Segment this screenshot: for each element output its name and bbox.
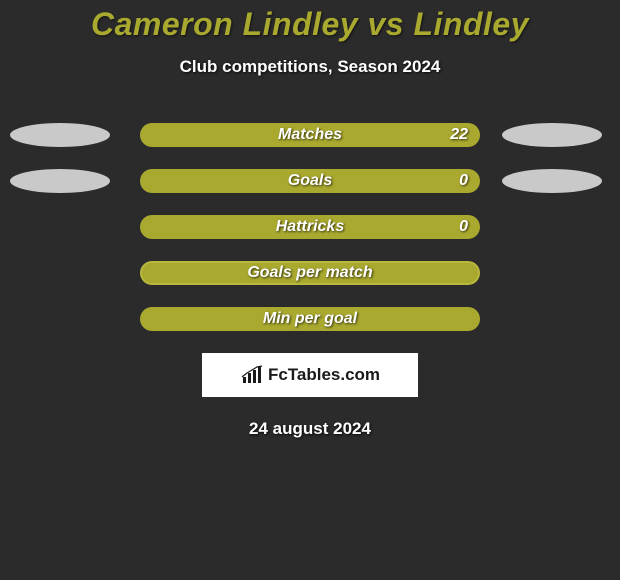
page-title: Cameron Lindley vs Lindley <box>91 6 529 43</box>
logo-box[interactable]: FcTables.com <box>202 353 418 397</box>
stat-row: Goals 0 <box>0 169 620 193</box>
stat-label: Goals per match <box>247 264 372 282</box>
stat-row: Hattricks 0 <box>0 215 620 239</box>
player-left-ellipse <box>10 169 110 193</box>
stat-row: Matches 22 <box>0 123 620 147</box>
stat-label: Goals <box>288 172 332 190</box>
stat-label: Min per goal <box>263 310 357 328</box>
subtitle: Club competitions, Season 2024 <box>180 57 441 77</box>
player-right-ellipse <box>502 123 602 147</box>
stat-value: 22 <box>450 126 468 144</box>
stat-value: 0 <box>459 172 468 190</box>
stat-bar: Goals 0 <box>140 169 480 193</box>
stat-rows: Matches 22 Goals 0 Hattricks 0 Goals per match… <box>0 123 620 331</box>
stat-bar: Min per goal <box>140 307 480 331</box>
logo-text: FcTables.com <box>268 365 380 385</box>
stat-label: Matches <box>278 126 342 144</box>
stat-bar: Hattricks 0 <box>140 215 480 239</box>
date-label: 24 august 2024 <box>249 419 371 439</box>
comparison-infographic: Cameron Lindley vs Lindley Club competit… <box>0 0 620 580</box>
player-right-ellipse <box>502 169 602 193</box>
stat-row: Goals per match <box>0 261 620 285</box>
stat-bar: Goals per match <box>140 261 480 285</box>
stat-bar: Matches 22 <box>140 123 480 147</box>
stat-row: Min per goal <box>0 307 620 331</box>
chart-icon <box>240 365 264 385</box>
player-left-ellipse <box>10 123 110 147</box>
stat-label: Hattricks <box>276 218 344 236</box>
stat-value: 0 <box>459 218 468 236</box>
